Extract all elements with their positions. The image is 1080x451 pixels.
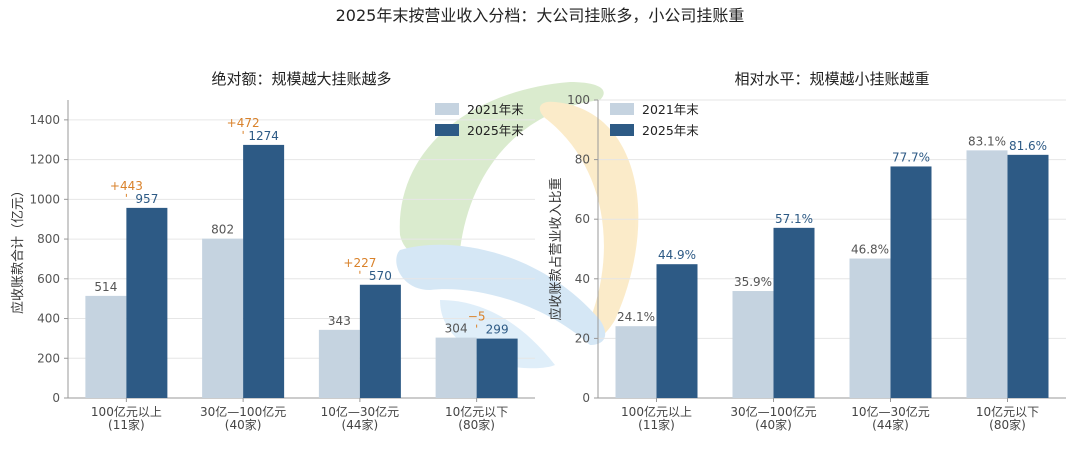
y-tick-label: 40 <box>575 272 590 286</box>
legend-label-2025: 2025年末 <box>467 123 524 138</box>
data-label-2025: 1274 <box>248 129 279 143</box>
data-label-2021: 46.8% <box>851 243 889 257</box>
bar-2021 <box>202 238 244 398</box>
x-tick-label: (80家) <box>458 417 495 432</box>
x-tick-label: 10亿—30亿元 <box>321 404 400 419</box>
bar-2021 <box>732 291 774 398</box>
data-label-2021: 24.1% <box>617 310 655 324</box>
legend-swatch-2021 <box>435 103 459 115</box>
y-tick-label: 600 <box>37 272 60 286</box>
x-tick-label: 10亿—30亿元 <box>851 404 930 419</box>
bar-2025 <box>656 264 698 398</box>
x-tick-label: 10亿元以下 <box>976 404 1039 419</box>
panel-title: 相对水平：规模越小挂账越重 <box>734 70 929 88</box>
y-tick-label: 400 <box>37 312 60 326</box>
legend-swatch-2021 <box>610 103 634 115</box>
y-tick-label: 200 <box>37 351 60 365</box>
x-tick-label: (44家) <box>342 417 379 432</box>
y-tick-label: 1200 <box>29 153 60 167</box>
bar-2025 <box>359 284 401 398</box>
bar-2025 <box>773 227 815 398</box>
data-label-2021: 35.9% <box>734 275 772 289</box>
data-label-2025: 570 <box>369 269 392 283</box>
y-tick-label: 1400 <box>29 113 60 127</box>
x-tick-label: 30亿—100亿元 <box>200 404 286 419</box>
panel-absolute: 绝对额：规模越大挂账越多 0 200 400 600 800 1000 1200 1400 应收账… <box>10 70 535 432</box>
y-axis-label: 应收账款占营业收入比重 <box>548 177 564 320</box>
y-tick-label: 0 <box>582 391 590 405</box>
bar-2021 <box>85 295 127 398</box>
x-tick-label: 10亿元以下 <box>445 404 508 419</box>
watermark-leaf-yellow <box>539 101 639 339</box>
y-tick-label: 60 <box>575 212 590 226</box>
legend-label-2021: 2021年末 <box>467 102 524 117</box>
y-axis-label: 应收账款合计（亿元） <box>10 184 26 314</box>
bar-2025 <box>476 338 518 398</box>
data-label-2021: 343 <box>328 314 351 328</box>
y-tick-label: 100 <box>567 93 590 107</box>
x-tick-label: 30亿—100亿元 <box>730 404 816 419</box>
data-label-2021: 83.1% <box>968 134 1006 148</box>
x-tick-label: 100亿元以上 <box>91 404 162 419</box>
bar-2025 <box>126 207 168 398</box>
x-tick-label: (40家) <box>755 417 792 432</box>
change-label: +472 <box>227 116 260 130</box>
data-label-2025: 77.7% <box>892 150 930 164</box>
legend-label-2021: 2021年末 <box>642 102 699 117</box>
legend-swatch-2025 <box>610 124 634 136</box>
panel-title: 绝对额：规模越大挂账越多 <box>211 70 391 88</box>
y-tick-label: 20 <box>575 331 590 345</box>
y-tick-label: 800 <box>37 232 60 246</box>
bar-2021 <box>318 329 360 398</box>
bar-2021 <box>615 326 657 398</box>
watermark-leaf-blue <box>396 244 606 345</box>
change-label: −5 <box>468 310 486 324</box>
bar-2021 <box>435 337 477 398</box>
data-label-2021: 514 <box>94 280 117 294</box>
y-tick-label: 0 <box>52 391 60 405</box>
data-label-2025: 957 <box>135 192 158 206</box>
change-label: +443 <box>110 179 143 193</box>
x-tick-label: (40家) <box>225 417 262 432</box>
bar-2021 <box>966 150 1008 398</box>
bar-2025 <box>1007 154 1049 398</box>
legend-label-2025: 2025年末 <box>642 123 699 138</box>
y-tick-label: 1000 <box>29 192 60 206</box>
data-label-2025: 57.1% <box>775 212 813 226</box>
watermark-leaf-blue-lower <box>440 300 555 369</box>
data-label-2025: 81.6% <box>1009 139 1047 153</box>
x-tick-label: (11家) <box>108 417 145 432</box>
bar-2021 <box>849 258 891 398</box>
bar-2025 <box>890 166 932 398</box>
data-label-2021: 802 <box>211 223 234 237</box>
x-tick-label: 100亿元以上 <box>621 404 692 419</box>
panel-relative: 相对水平：规模越小挂账越重 0 20 40 60 80 100 应收账款占营业收入比重 24.1… <box>548 70 1066 432</box>
change-label: +227 <box>343 256 376 270</box>
x-tick-label: (44家) <box>872 417 909 432</box>
y-tick-label: 80 <box>575 153 590 167</box>
data-label-2021: 304 <box>445 322 468 336</box>
data-label-2025: 44.9% <box>658 248 696 262</box>
x-tick-label: (80家) <box>989 417 1026 432</box>
legend-swatch-2025 <box>435 124 459 136</box>
figure-title: 2025年末按营业收入分档：大公司挂账多，小公司挂账重 <box>335 6 745 25</box>
data-label-2025: 299 <box>486 323 509 337</box>
x-tick-label: (11家) <box>638 417 675 432</box>
bar-2025 <box>243 144 285 398</box>
